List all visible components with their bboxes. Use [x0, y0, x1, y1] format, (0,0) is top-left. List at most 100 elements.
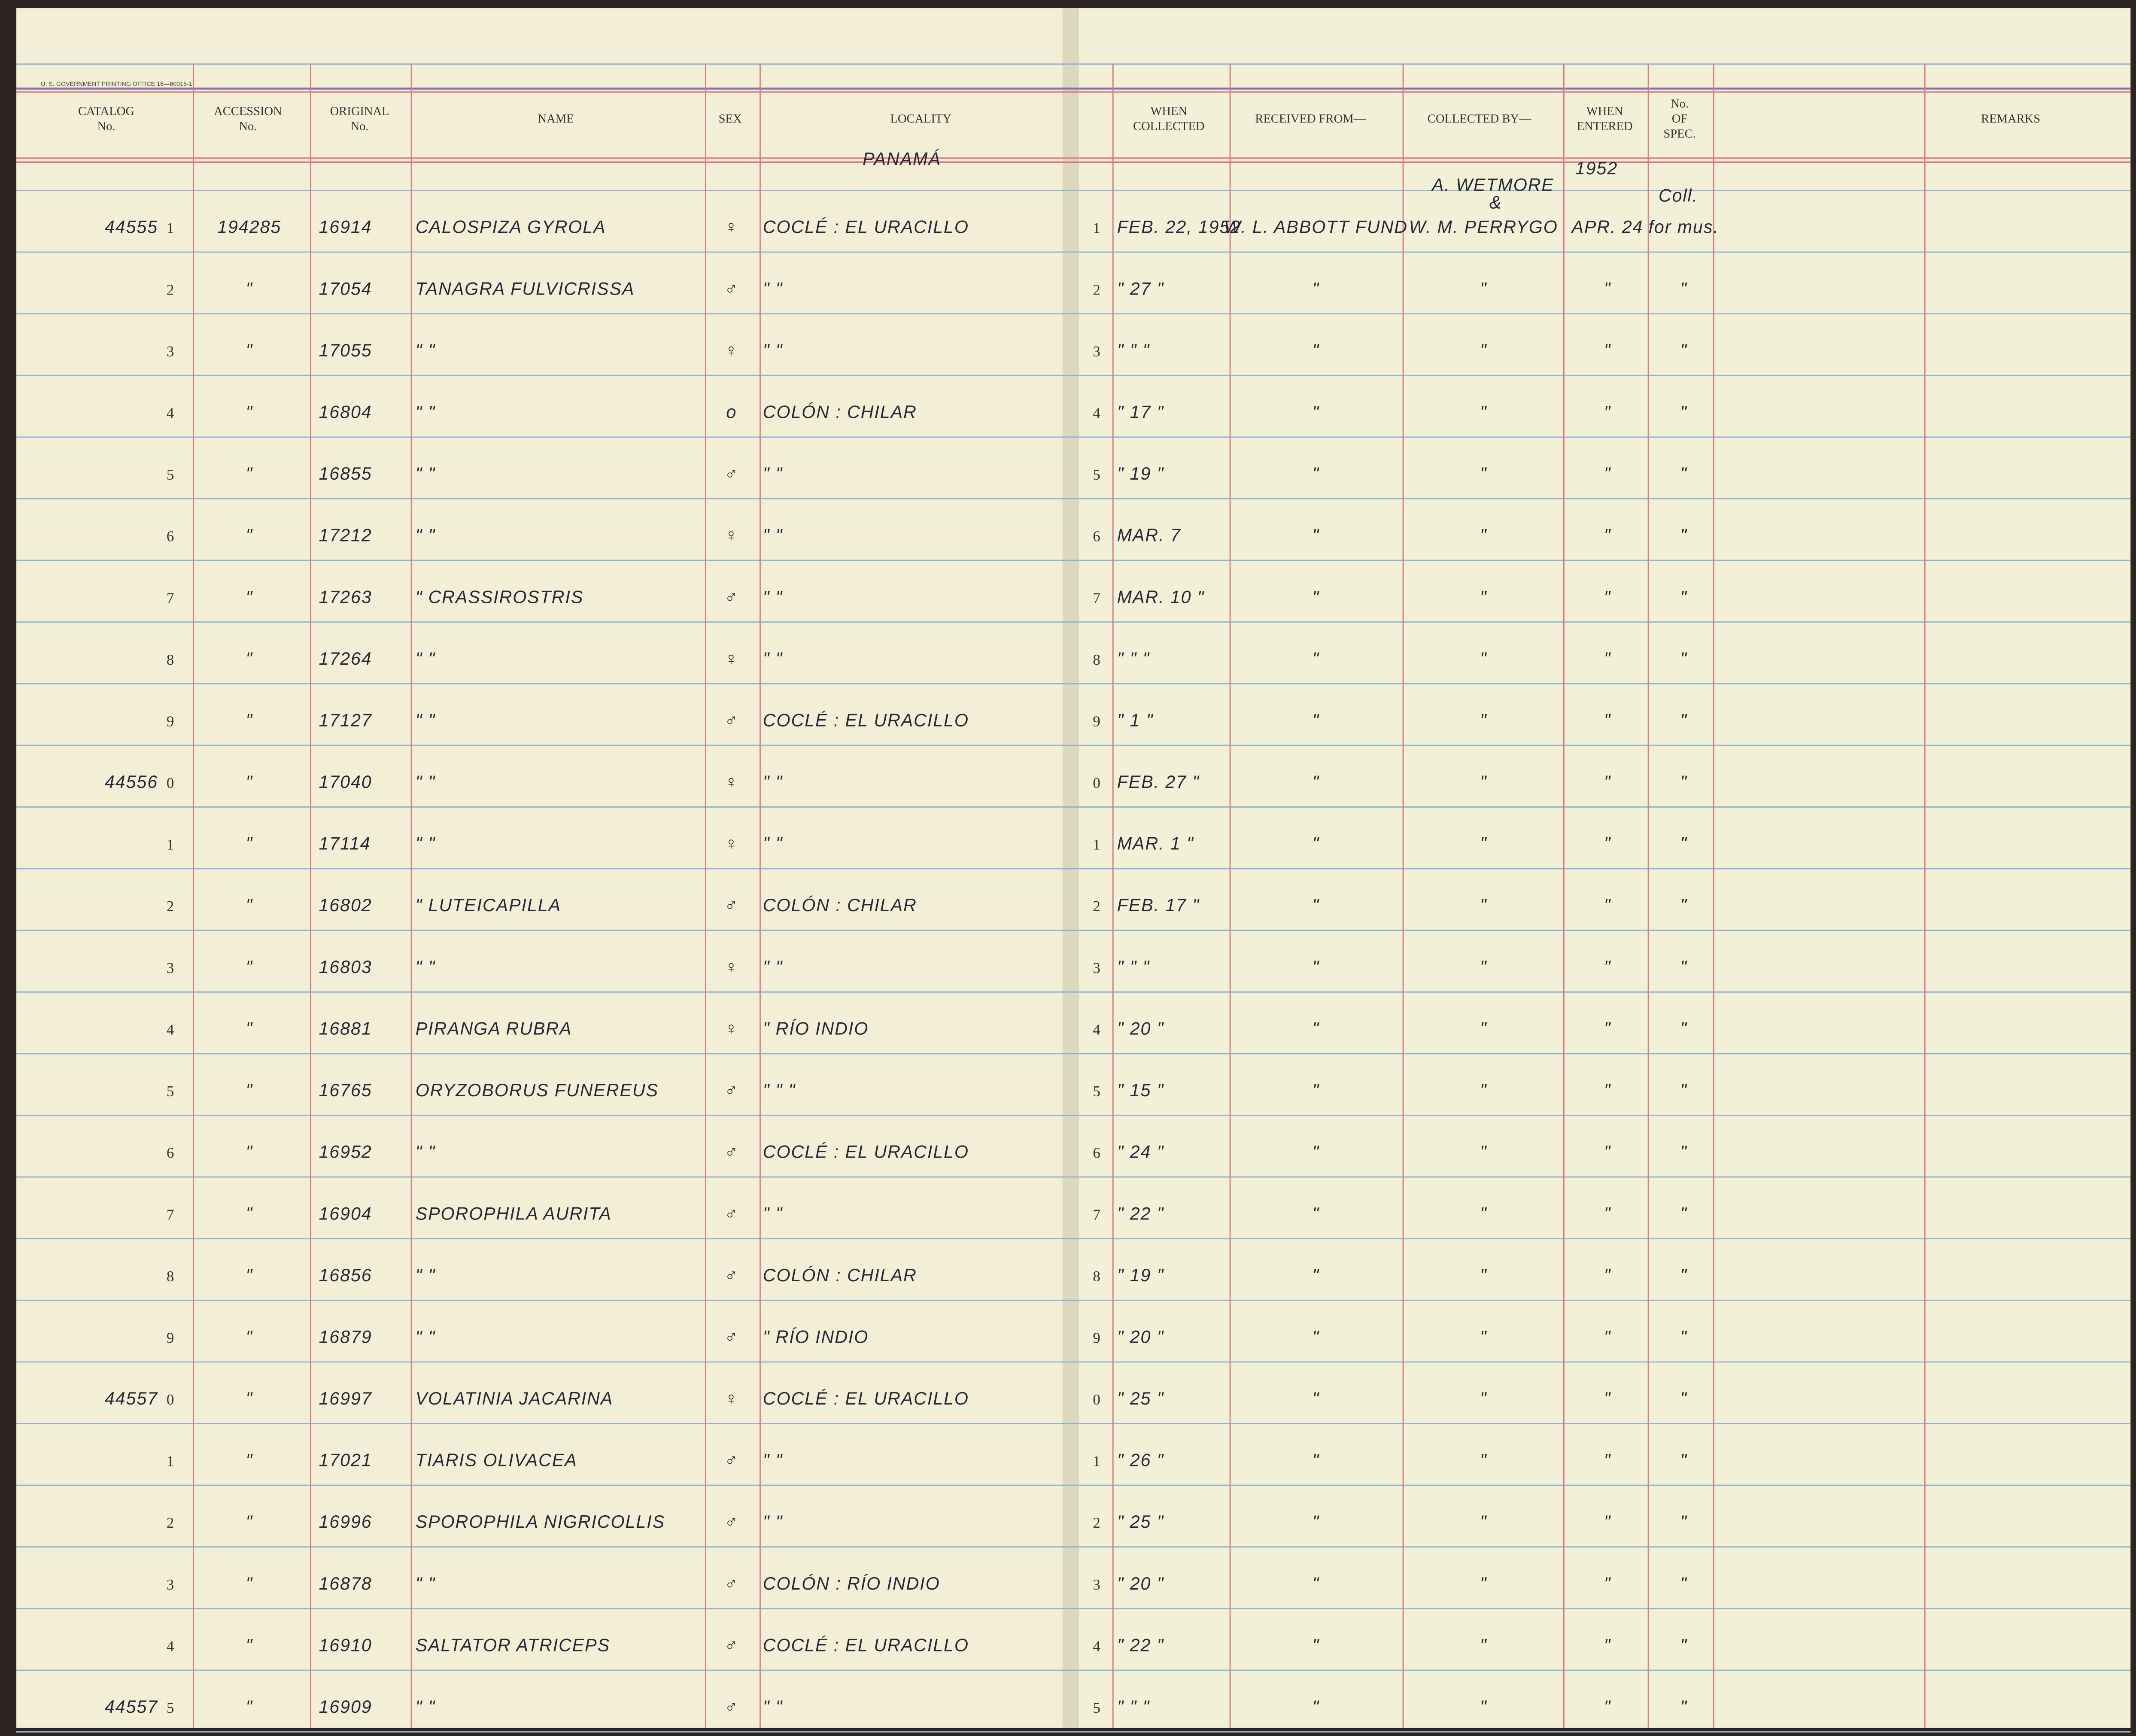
rdigit-cell: 8	[1093, 651, 1100, 668]
accession-cell: "	[246, 1450, 253, 1470]
original-cell: 16765	[319, 1080, 372, 1100]
spec-cell: "	[1680, 279, 1687, 298]
digit-cell: 1	[167, 1453, 174, 1470]
digit-cell: 2	[167, 898, 174, 915]
locality-cell: " "	[763, 957, 783, 977]
received-cell: "	[1313, 341, 1320, 360]
rdigit-cell: 3	[1093, 1576, 1100, 1593]
accession-cell: "	[246, 1142, 253, 1162]
locality-cell: " "	[763, 649, 783, 669]
received-cell: "	[1313, 402, 1320, 422]
digit-cell: 1	[167, 220, 174, 237]
received-cell: "	[1313, 1635, 1320, 1655]
entered-cell: "	[1604, 1512, 1611, 1532]
sex-cell: ♀	[724, 1018, 738, 1038]
original-cell: 16904	[319, 1204, 372, 1223]
locality-cell: " " "	[763, 1080, 796, 1100]
collected-cell: "	[1480, 772, 1487, 792]
rdigit-cell: 4	[1093, 1021, 1100, 1038]
name-cell: " "	[416, 710, 436, 730]
rdigit-cell: 7	[1093, 590, 1100, 606]
spec-cell: "	[1680, 649, 1687, 669]
spec-cell: "	[1680, 1635, 1687, 1655]
collected-cell: "	[1480, 341, 1487, 360]
received-cell: "	[1313, 464, 1320, 483]
name-cell: " "	[416, 1265, 436, 1285]
locality-cell: " "	[763, 526, 783, 545]
digit-cell: 2	[167, 281, 174, 298]
digit-cell: 8	[167, 1268, 174, 1285]
original-cell: 16804	[319, 402, 372, 422]
sex-cell: o	[726, 402, 737, 422]
rules	[16, 63, 2131, 1733]
name-cell: TIARIS OLIVACEA	[416, 1450, 577, 1470]
when-cell: " 17 "	[1117, 402, 1164, 422]
digit-cell: 5	[167, 1083, 174, 1100]
right-page	[1070, 8, 2131, 1728]
when-cell: " 22 "	[1117, 1635, 1164, 1655]
collected-cell: "	[1480, 1450, 1487, 1470]
collected-cell: "	[1480, 1389, 1487, 1408]
collected-cell: "	[1480, 1635, 1487, 1655]
spec-cell: "	[1680, 772, 1687, 792]
entered-cell: "	[1604, 1450, 1611, 1470]
rdigit-cell: 6	[1093, 528, 1100, 545]
rdigit-cell: 7	[1093, 1206, 1100, 1223]
entered-cell: "	[1604, 587, 1611, 607]
when-cell: " " "	[1117, 341, 1150, 360]
locality-cell: " "	[763, 341, 783, 360]
collected-cell: "	[1480, 1080, 1487, 1100]
received-cell: "	[1313, 1204, 1320, 1223]
when-cell: MAR. 1 "	[1117, 834, 1194, 854]
digit-cell: 3	[167, 343, 174, 360]
received-cell: "	[1313, 1080, 1320, 1100]
received-cell: "	[1313, 834, 1320, 854]
collected-cell: "	[1480, 587, 1487, 607]
spec-cell: "	[1680, 402, 1687, 422]
catalog-cell: 44557	[105, 1389, 158, 1408]
name-cell: " "	[416, 772, 436, 792]
spec-cell: "	[1680, 1018, 1687, 1038]
accession-cell: "	[246, 772, 253, 792]
sex-cell: ♂	[724, 1450, 738, 1470]
sex-cell: ♂	[724, 710, 738, 730]
original-cell: 16909	[319, 1697, 372, 1717]
name-cell: " CRASSIROSTRIS	[416, 587, 584, 607]
received-cell: "	[1313, 1697, 1320, 1717]
accession-cell: 194285	[217, 217, 281, 237]
column-header: COLLECTED BY—	[1428, 112, 1531, 126]
original-cell: 17040	[319, 772, 372, 792]
spec-cell: "	[1680, 1389, 1687, 1408]
digit-cell: 4	[167, 1021, 174, 1038]
original-cell: 16910	[319, 1635, 372, 1655]
received-cell: "	[1313, 1327, 1320, 1347]
rdigit-cell: 9	[1093, 713, 1100, 730]
locality-cell: COCLÉ : EL URACILLO	[763, 710, 969, 730]
received-cell: "	[1313, 279, 1320, 298]
original-cell: 16802	[319, 895, 372, 915]
column-header: ENTERED	[1577, 120, 1633, 133]
sex-cell: ♂	[724, 1142, 738, 1162]
rdigit-cell: 2	[1093, 281, 1100, 298]
name-cell: " "	[416, 1327, 436, 1347]
when-cell: MAR. 7	[1117, 526, 1181, 545]
spec-cell: "	[1680, 710, 1687, 730]
entered-cell: "	[1604, 279, 1611, 298]
sex-cell: ♂	[724, 1327, 738, 1347]
when-cell: " 15 "	[1117, 1080, 1164, 1100]
locality-cell: COCLÉ : EL URACILLO	[763, 1389, 969, 1408]
accession-cell: "	[246, 587, 253, 607]
rdigit-cell: 5	[1093, 1700, 1100, 1716]
digit-cell: 6	[167, 528, 174, 545]
when-cell: FEB. 22, 1952	[1117, 217, 1241, 237]
original-cell: 17114	[319, 834, 371, 854]
locality-cell: COLÓN : CHILAR	[763, 402, 917, 422]
locality-cell: COLÓN : CHILAR	[763, 1265, 917, 1285]
entered-cell: "	[1604, 710, 1611, 730]
original-cell: 16914	[319, 217, 372, 237]
spec-cell: "	[1680, 1697, 1687, 1717]
rdigit-cell: 1	[1093, 836, 1100, 853]
entered-cell: "	[1604, 1142, 1611, 1162]
when-cell: " 25 "	[1117, 1389, 1164, 1408]
